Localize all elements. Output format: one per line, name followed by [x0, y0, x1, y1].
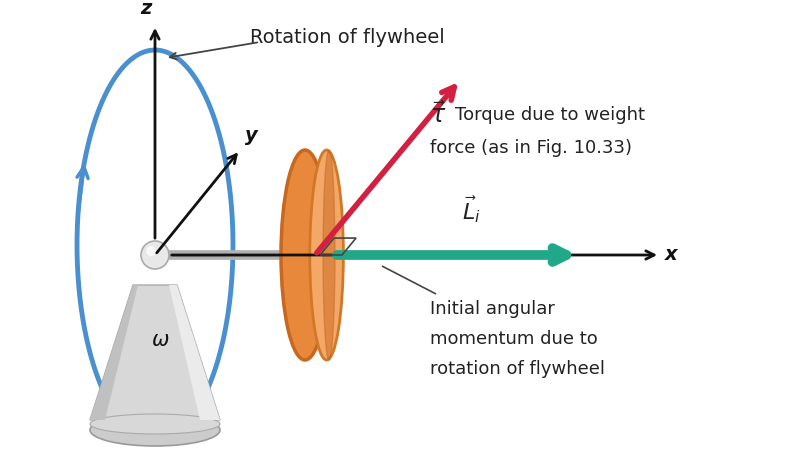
Text: Initial angular: Initial angular	[430, 300, 555, 318]
Polygon shape	[90, 285, 138, 420]
Polygon shape	[169, 285, 220, 420]
Ellipse shape	[90, 414, 220, 446]
Text: y: y	[245, 126, 258, 145]
Ellipse shape	[281, 150, 329, 360]
Text: Torque due to weight: Torque due to weight	[455, 106, 645, 124]
Text: rotation of flywheel: rotation of flywheel	[430, 360, 605, 378]
Text: x: x	[665, 245, 678, 265]
Circle shape	[146, 246, 156, 256]
Ellipse shape	[309, 150, 343, 360]
Text: force (as in Fig. 10.33): force (as in Fig. 10.33)	[430, 139, 632, 157]
Text: $\vec{L}_{\mathregular{i}}$: $\vec{L}_{\mathregular{i}}$	[462, 195, 481, 225]
Text: $\vec{\tau}$: $\vec{\tau}$	[430, 102, 446, 128]
Ellipse shape	[323, 150, 335, 360]
Text: momentum due to: momentum due to	[430, 330, 598, 348]
Circle shape	[141, 241, 169, 269]
Polygon shape	[90, 285, 220, 420]
Text: z: z	[141, 0, 152, 18]
Text: Rotation of flywheel: Rotation of flywheel	[250, 28, 444, 47]
Ellipse shape	[90, 414, 220, 434]
Text: $\omega$: $\omega$	[151, 330, 169, 350]
